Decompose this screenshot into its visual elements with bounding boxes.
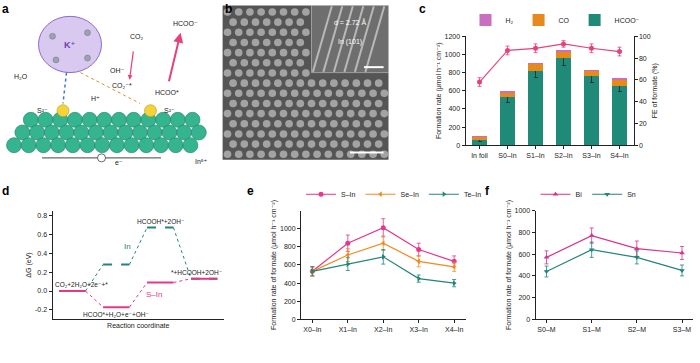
svg-text:e: e <box>247 184 254 198</box>
svg-text:*+HCOOH+2OH⁻: *+HCOOH+2OH⁻ <box>171 269 222 276</box>
svg-text:0: 0 <box>639 142 643 149</box>
svg-text:X0–In: X0–In <box>303 326 321 333</box>
svg-text:60: 60 <box>639 76 647 83</box>
svg-text:0.6: 0.6 <box>37 231 47 238</box>
svg-text:f: f <box>485 184 490 198</box>
svg-text:ΔG (eV): ΔG (eV) <box>25 252 33 277</box>
svg-text:200: 200 <box>448 124 460 131</box>
svg-text:0.4: 0.4 <box>37 250 47 257</box>
svg-text:K⁺: K⁺ <box>64 40 75 50</box>
svg-text:Reaction coordinate: Reaction coordinate <box>107 322 169 329</box>
svg-text:CO₂⁻*: CO₂⁻* <box>112 82 132 89</box>
svg-text:1200: 1200 <box>445 33 461 40</box>
svg-text:Te–In: Te–In <box>464 191 481 198</box>
svg-text:S2–M: S2–M <box>628 326 646 333</box>
svg-text:1000: 1000 <box>280 225 296 232</box>
svg-text:CO₂: CO₂ <box>130 33 144 40</box>
svg-text:H₂O: H₂O <box>14 73 28 80</box>
svg-text:d = 2.72 Å: d = 2.72 Å <box>334 18 366 26</box>
svg-text:In (101): In (101) <box>338 38 362 46</box>
svg-text:X4–In: X4–In <box>445 326 463 333</box>
svg-text:80: 80 <box>639 55 647 62</box>
svg-text:1000: 1000 <box>515 207 531 214</box>
svg-text:0.2: 0.2 <box>37 269 47 276</box>
svg-text:H₂: H₂ <box>506 17 514 24</box>
svg-text:0: 0 <box>526 316 530 323</box>
svg-text:HCOO⁻: HCOO⁻ <box>173 20 198 27</box>
svg-text:In foil: In foil <box>471 152 488 159</box>
svg-text:0: 0 <box>292 316 296 323</box>
svg-text:0.8: 0.8 <box>37 212 47 219</box>
svg-text:S3–In: S3–In <box>582 152 600 159</box>
svg-text:X3–In: X3–In <box>410 326 428 333</box>
svg-text:S–In: S–In <box>146 290 162 299</box>
svg-text:CO₂+2H₂O+2e⁻+*: CO₂+2H₂O+2e⁻+* <box>55 281 108 288</box>
svg-text:1000: 1000 <box>445 51 461 58</box>
svg-text:b: b <box>225 2 232 16</box>
svg-text:c: c <box>419 2 426 16</box>
svg-text:200: 200 <box>284 298 296 305</box>
svg-text:Formation rate of formate (μmo: Formation rate of formate (μmol h⁻¹ cm⁻²… <box>505 200 513 330</box>
svg-text:S3–M: S3–M <box>673 326 691 333</box>
svg-text:200: 200 <box>518 294 530 301</box>
svg-text:600: 600 <box>518 251 530 258</box>
svg-text:S²⁻: S²⁻ <box>164 107 175 114</box>
svg-text:400: 400 <box>448 105 460 112</box>
svg-text:600: 600 <box>448 87 460 94</box>
svg-text:-0.2: -0.2 <box>35 306 47 313</box>
svg-text:Inᵟ⁺: Inᵟ⁺ <box>195 158 207 165</box>
svg-text:800: 800 <box>518 229 530 236</box>
svg-text:Se–In: Se–In <box>401 191 419 198</box>
svg-text:e⁻: e⁻ <box>115 159 123 166</box>
svg-text:In: In <box>124 242 131 251</box>
svg-text:S1–In: S1–In <box>526 152 544 159</box>
svg-text:S–In: S–In <box>341 191 356 198</box>
svg-text:800: 800 <box>448 69 460 76</box>
svg-text:d: d <box>2 184 9 198</box>
svg-text:H⁺: H⁺ <box>91 95 100 102</box>
svg-text:S2–In: S2–In <box>554 152 572 159</box>
svg-text:HCOO*: HCOO* <box>155 89 179 96</box>
svg-text:Sn: Sn <box>627 191 636 198</box>
svg-text:S0–M: S0–M <box>537 326 555 333</box>
svg-text:400: 400 <box>518 272 530 279</box>
svg-text:HCOOH*+2OH⁻: HCOOH*+2OH⁻ <box>137 218 184 225</box>
svg-text:0: 0 <box>456 142 460 149</box>
svg-text:HCOO⁻: HCOO⁻ <box>615 17 640 24</box>
svg-text:FE of formate (%): FE of formate (%) <box>651 63 659 118</box>
svg-text:X1–In: X1–In <box>339 326 357 333</box>
svg-text:OH⁻: OH⁻ <box>110 67 125 74</box>
svg-text:100: 100 <box>639 33 651 40</box>
svg-text:HCOO*+H₂O+e⁻+OH⁻: HCOO*+H₂O+e⁻+OH⁻ <box>83 311 149 318</box>
svg-text:400: 400 <box>284 280 296 287</box>
svg-text:S0–In: S0–In <box>498 152 516 159</box>
svg-text:Bi: Bi <box>576 191 583 198</box>
svg-text:Formation rate of formate (μmo: Formation rate of formate (μmol h⁻¹ cm⁻²… <box>270 200 278 330</box>
svg-text:CO: CO <box>559 17 570 24</box>
svg-text:40: 40 <box>639 98 647 105</box>
svg-text:800: 800 <box>284 243 296 250</box>
svg-text:Formation rate (μmol h⁻¹ cm⁻²): Formation rate (μmol h⁻¹ cm⁻²) <box>435 42 443 139</box>
svg-text:X2–In: X2–In <box>374 326 392 333</box>
svg-text:20: 20 <box>639 120 647 127</box>
svg-text:600: 600 <box>284 261 296 268</box>
svg-text:S1–M: S1–M <box>583 326 601 333</box>
svg-text:S4–In: S4–In <box>610 152 628 159</box>
svg-text:0.0: 0.0 <box>37 287 47 294</box>
svg-text:S²⁻: S²⁻ <box>37 107 48 114</box>
svg-text:a: a <box>2 2 9 16</box>
